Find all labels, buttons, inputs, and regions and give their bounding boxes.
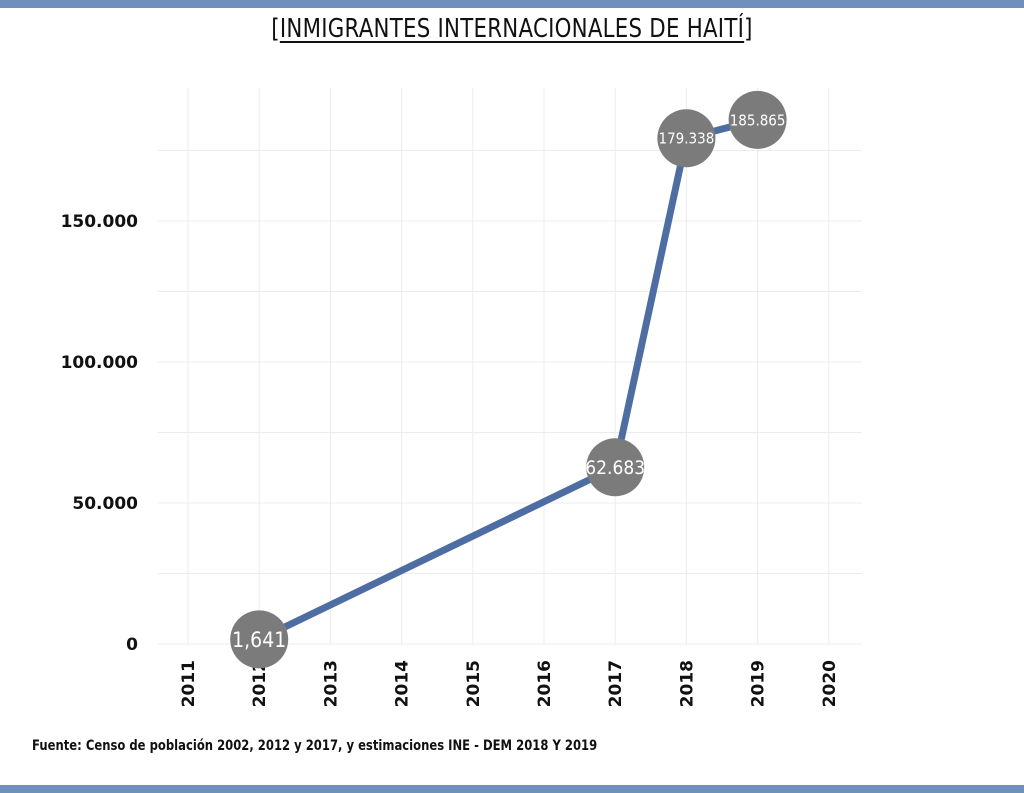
x-tick-label: 2020 — [820, 660, 840, 707]
title-text: INMIGRANTES INTERNACIONALES DE HAITÍ — [279, 14, 745, 44]
title-open-bracket: [ — [271, 14, 280, 44]
data-point-marker — [230, 610, 289, 669]
x-tick-label: 2015 — [464, 660, 484, 707]
x-tick-label: 2013 — [321, 660, 341, 707]
grid-lines — [158, 88, 862, 645]
y-tick-label: 50.000 — [72, 494, 138, 514]
data-point-marker — [586, 438, 645, 497]
series-line — [255, 116, 762, 643]
x-tick-label: 2016 — [535, 660, 555, 707]
x-axis-tick-labels: 2011 2012 2013 2014 2015 2016 2017 2018 2019 2020 — [179, 660, 840, 707]
data-point-label: 1,641 — [232, 628, 286, 652]
data-point-label: 62.683 — [585, 457, 645, 479]
x-tick-label: 2012 — [250, 660, 270, 707]
y-axis-tick-labels: 0 50.000 100.000 150.000 — [61, 212, 139, 655]
data-point-marker — [728, 90, 787, 149]
bottom-border-band — [0, 785, 1024, 793]
x-tick-label: 2019 — [749, 660, 769, 707]
data-point-label: 185.865 — [730, 111, 786, 129]
source-note: Fuente: Censo de población 2002, 2012 y … — [32, 738, 598, 754]
top-border-band — [0, 0, 1024, 8]
title-close-bracket: ] — [744, 14, 753, 44]
data-point-marker — [657, 109, 716, 168]
x-tick-label: 2011 — [179, 660, 199, 707]
data-point-label: 179.338 — [659, 130, 715, 148]
data-series: 1,641 62.683 179.338 185.865 — [230, 90, 787, 669]
x-tick-label: 2014 — [393, 660, 413, 707]
x-tick-label: 2018 — [677, 660, 697, 707]
y-tick-label: 150.000 — [61, 212, 139, 232]
y-tick-label: 100.000 — [61, 353, 139, 373]
chart-title: [INMIGRANTES INTERNACIONALES DE HAITÍ] — [92, 14, 932, 44]
y-tick-label: 0 — [126, 635, 138, 655]
x-tick-label: 2017 — [606, 660, 626, 707]
